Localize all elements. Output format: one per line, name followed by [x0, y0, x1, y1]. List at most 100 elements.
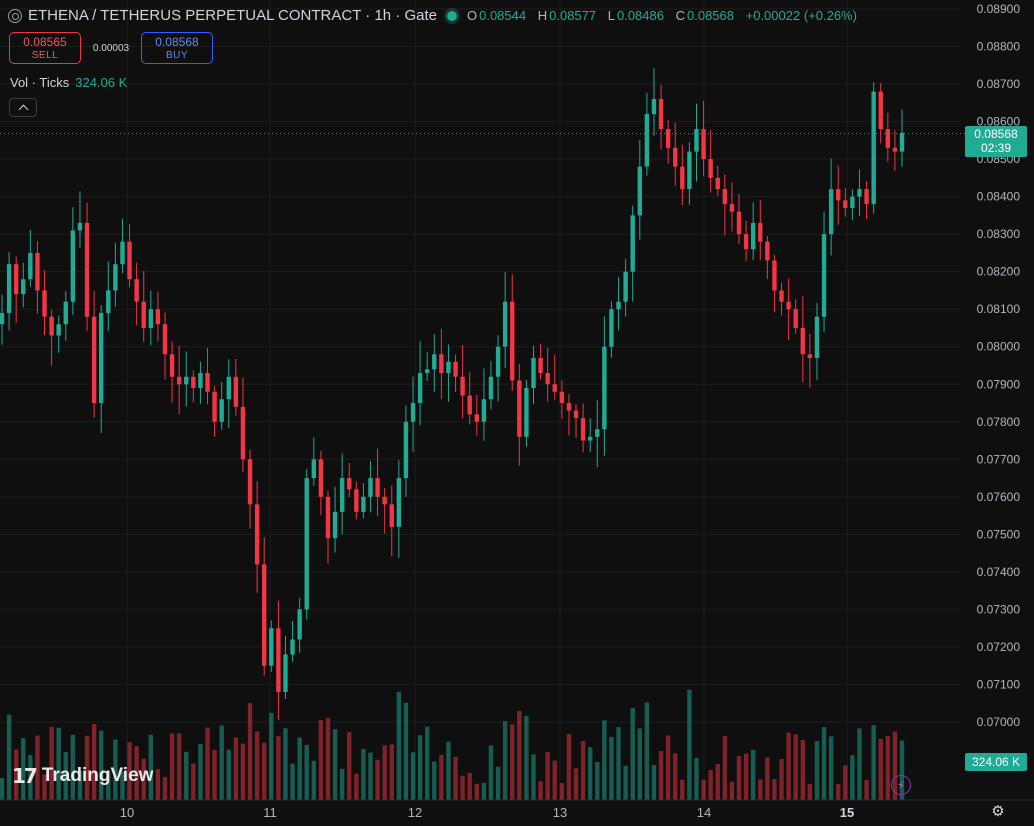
- volume-bar: [410, 752, 416, 800]
- candle-body: [821, 234, 827, 317]
- candle-body: [623, 271, 628, 302]
- candle-body: [488, 376, 494, 400]
- volume-bar: [332, 729, 338, 800]
- volume-bar: [736, 756, 742, 800]
- volume-bar: [828, 736, 834, 800]
- volume-bar: [382, 745, 387, 800]
- time-tick-label: 11: [263, 805, 277, 820]
- volume-bar: [396, 691, 402, 800]
- volume-bar: [233, 737, 239, 800]
- candle-body: [545, 373, 550, 385]
- candle-body: [786, 301, 791, 310]
- time-tick-label: 13: [553, 805, 567, 820]
- candle-body: [807, 354, 813, 358]
- volume-bar: [892, 731, 898, 800]
- volume-bar: [361, 748, 366, 800]
- candle-body: [651, 99, 657, 115]
- price-tick-label: 0.07400: [977, 565, 1021, 579]
- candle-body: [162, 324, 168, 355]
- candle-body: [793, 309, 798, 328]
- volume-bar: [680, 779, 685, 800]
- candle-body: [339, 478, 345, 512]
- price-tick-label: 0.07300: [977, 602, 1021, 616]
- volume-bar: [715, 763, 720, 800]
- volume-bar: [552, 760, 557, 800]
- price-tick-label: 0.07900: [977, 377, 1021, 391]
- buy-button[interactable]: 0.08568 BUY: [141, 32, 213, 64]
- candle-body: [439, 354, 444, 374]
- candle-body: [247, 459, 253, 505]
- symbol-title[interactable]: ETHENA / TETHERUS PERPETUAL CONTRACT · 1…: [28, 7, 437, 24]
- ohlc-low-key: L: [607, 8, 615, 23]
- volume-bar: [325, 717, 331, 800]
- candle-body: [425, 369, 430, 374]
- gear-icon[interactable]: ⚙: [991, 803, 1005, 820]
- candle-body: [481, 399, 487, 422]
- volume-bar: [113, 739, 118, 800]
- candle-body: [13, 264, 19, 295]
- candle-body: [453, 361, 458, 377]
- volume-bar: [269, 712, 274, 800]
- candle-body: [899, 132, 905, 152]
- candle-body: [878, 91, 883, 130]
- bar-countdown: 02:39: [980, 141, 1012, 155]
- candle-body: [609, 309, 614, 347]
- volume-bar: [120, 771, 125, 800]
- candle-body: [191, 376, 196, 389]
- volume-legend-value: 324.06 K: [75, 75, 128, 90]
- price-tick-label: 0.07000: [977, 715, 1021, 729]
- tradingview-logo[interactable]: 17 TradingView: [12, 764, 153, 788]
- buy-price: 0.08568: [155, 35, 199, 49]
- candle-body: [254, 504, 260, 565]
- volume-bar: [878, 738, 883, 800]
- volume-bar: [35, 735, 40, 800]
- market-open-icon: [446, 10, 457, 21]
- volume-bar: [765, 757, 770, 800]
- volume-bar: [446, 741, 451, 800]
- candle-body: [205, 373, 210, 392]
- volume-bar: [56, 727, 61, 800]
- volume-bar: [155, 769, 161, 800]
- volume-legend[interactable]: Vol · Ticks 324.06 K: [10, 75, 127, 90]
- volume-bar: [347, 732, 352, 800]
- volume-bar: [283, 728, 288, 800]
- volume-bar: [573, 768, 579, 800]
- chevron-up-icon: [18, 104, 28, 114]
- candle-body: [502, 301, 508, 347]
- ohlc-high-key: H: [537, 8, 548, 23]
- volume-bar: [432, 761, 437, 800]
- price-tick-label: 0.07700: [977, 452, 1021, 466]
- candle-body: [722, 189, 728, 205]
- lightning-icon[interactable]: ⚡: [891, 775, 911, 795]
- volume-bar: [857, 728, 862, 800]
- candle-body: [892, 147, 898, 152]
- candle-body: [871, 91, 876, 205]
- volume-bar: [843, 765, 848, 800]
- time-tick-label: 12: [408, 805, 422, 820]
- volume-bar: [587, 747, 593, 800]
- volume-bar: [665, 735, 671, 800]
- volume-bar: [453, 756, 458, 800]
- volume-bar: [538, 781, 543, 800]
- symbol-icon[interactable]: [8, 8, 22, 23]
- candlesticks: [0, 68, 905, 720]
- sell-button[interactable]: 0.08565 SELL: [9, 32, 81, 64]
- volume-bar: [191, 763, 196, 800]
- volume-bar: [219, 725, 224, 800]
- tradingview-logo-mark: 17: [12, 764, 38, 788]
- ohlc-low: 0.08486: [616, 8, 664, 23]
- candle-body: [28, 252, 33, 280]
- price-tick-label: 0.07800: [977, 415, 1021, 429]
- price-tick-label: 0.08000: [977, 340, 1021, 354]
- volume-bar: [623, 765, 628, 800]
- volume-bar: [899, 740, 905, 800]
- price-tick-label: 0.08300: [977, 227, 1021, 241]
- collapse-legend-button[interactable]: [9, 98, 37, 117]
- volume-bar: [311, 760, 317, 800]
- candle-body: [708, 159, 713, 178]
- time-tick-label: 10: [120, 805, 134, 820]
- candle-body: [432, 354, 437, 370]
- volume-bar: [722, 736, 728, 800]
- candle-body: [240, 406, 246, 460]
